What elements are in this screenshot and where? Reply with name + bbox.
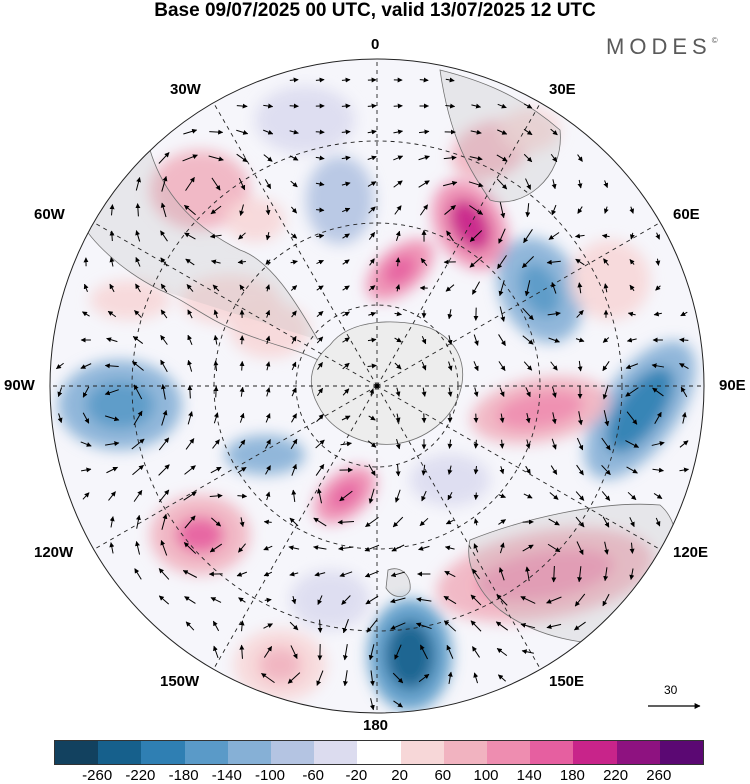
modes-logo: MODES© — [606, 34, 718, 60]
wind-arrow — [342, 80, 350, 81]
wind-arrow — [476, 493, 477, 500]
lon-label-90w: 90W — [4, 377, 35, 394]
wind-arrow — [398, 258, 399, 267]
lon-label-150e: 150E — [549, 673, 584, 690]
anomaly-contour — [570, 240, 650, 320]
colorbar-swatch — [487, 741, 530, 764]
colorbar-swatch — [660, 741, 703, 764]
wind-arrow — [264, 522, 271, 523]
anomaly-contour — [258, 647, 302, 683]
colorbar-swatch — [617, 741, 660, 764]
lon-label-90e: 90E — [719, 377, 746, 394]
lon-label-120w: 120W — [34, 544, 73, 561]
wind-arrow — [420, 80, 428, 81]
anomaly-contour — [306, 156, 374, 244]
anomaly-contour — [255, 86, 355, 154]
colorbar-swatch — [141, 741, 184, 764]
lon-label-120e: 120E — [673, 544, 708, 561]
colorbar-swatch — [271, 741, 314, 764]
reference-vector-label: 30 — [664, 683, 677, 697]
colorbar-swatch — [55, 741, 98, 764]
south-pole-marker — [375, 384, 380, 389]
chart-title: Base 09/07/2025 00 UTC, valid 13/07/2025… — [0, 0, 750, 22]
anomaly-contour — [225, 198, 285, 242]
colorbar-swatch — [314, 741, 357, 764]
colorbar-swatch — [401, 741, 444, 764]
colorbar-swatch — [357, 741, 400, 764]
wind-arrow — [242, 361, 243, 370]
wind-arrow — [316, 132, 324, 133]
colorbar-swatch — [530, 741, 573, 764]
wind-arrow — [112, 231, 113, 241]
anomaly-contour — [386, 621, 434, 689]
lon-label-30e: 30E — [549, 81, 576, 98]
colorbar-swatch — [185, 741, 228, 764]
wind-arrow — [190, 386, 191, 399]
anomaly-contour — [290, 570, 370, 630]
wind-arrow — [290, 106, 299, 107]
wind-arrow — [394, 106, 403, 107]
colorbar — [54, 740, 704, 765]
lon-label-180: 180 — [363, 717, 388, 734]
anomaly-contour — [86, 381, 154, 429]
colorbar-swatch — [98, 741, 141, 764]
colorbar-swatch — [573, 741, 616, 764]
wind-arrow — [342, 106, 350, 107]
lon-label-0: 0 — [371, 36, 379, 53]
polar-map — [0, 0, 750, 740]
lon-label-60e: 60E — [673, 206, 700, 223]
lon-label-60w: 60W — [34, 206, 65, 223]
lon-label-150w: 150W — [160, 673, 199, 690]
colorbar-tick-label: 260 — [634, 767, 684, 784]
colorbar-swatch — [228, 741, 271, 764]
anomaly-contour — [410, 454, 490, 506]
colorbar-swatch — [444, 741, 487, 764]
wind-arrow — [316, 210, 324, 211]
lon-label-30w: 30W — [170, 81, 201, 98]
